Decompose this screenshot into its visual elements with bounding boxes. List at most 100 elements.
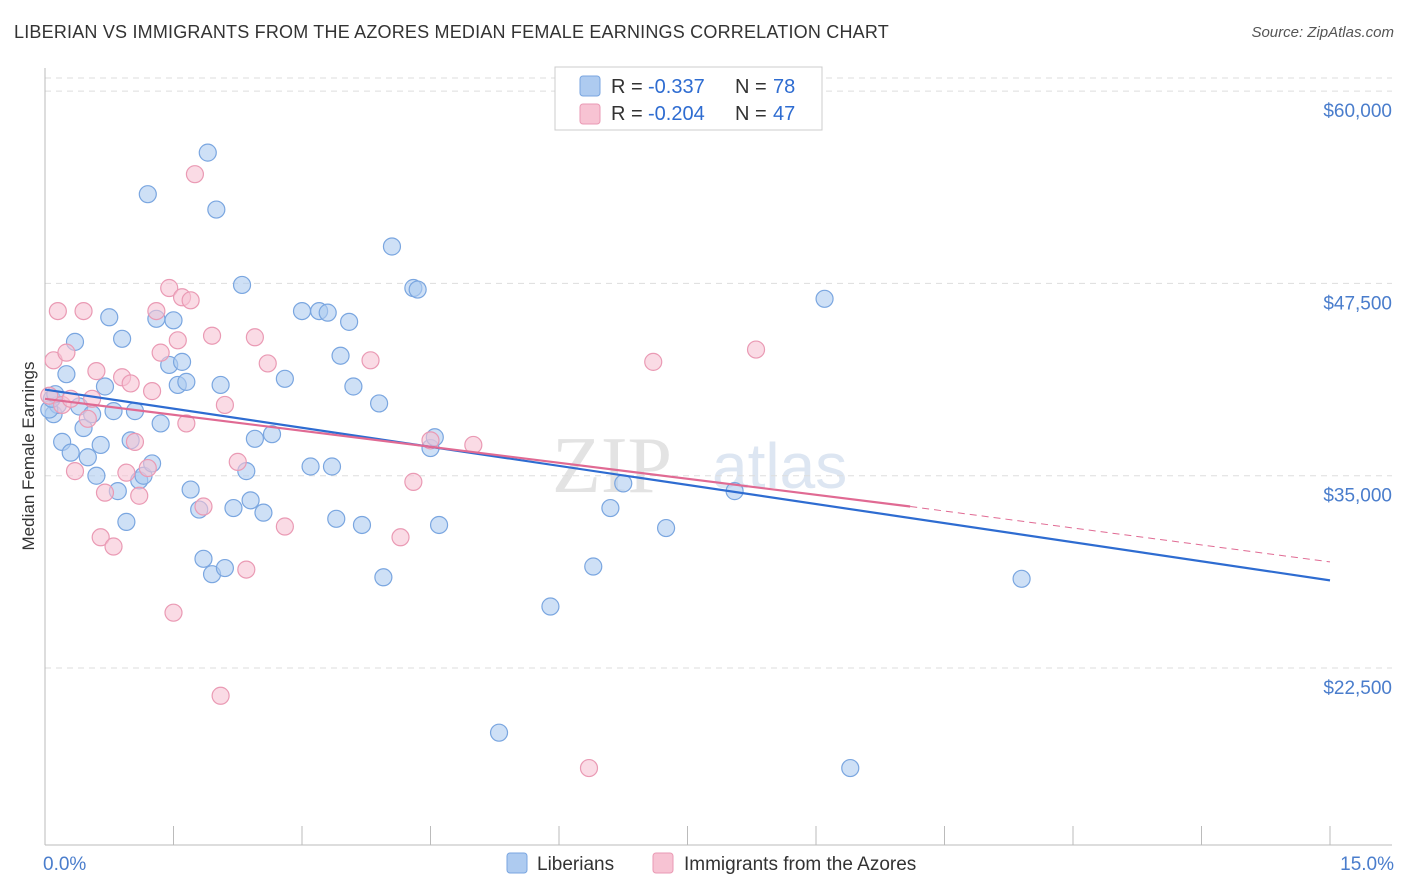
- azores-point-44: [746, 340, 766, 359]
- azores-point-45: [142, 382, 162, 401]
- azores-point-31: [215, 395, 234, 415]
- y-tick-label-1: $47,500: [1323, 293, 1392, 314]
- bottom-legend-swatch-azores: [652, 852, 674, 874]
- liberian-point-59: [382, 237, 402, 256]
- azores-point-30: [211, 686, 230, 705]
- liberian-point-47: [292, 302, 312, 321]
- legend-n-value-1: 78: [773, 76, 795, 98]
- azores-point-22: [164, 603, 183, 622]
- legend-n-value-2: 47: [773, 103, 795, 125]
- trend-line-liberians: [44, 388, 1331, 582]
- azores-point-39: [404, 472, 423, 491]
- liberian-point-16: [112, 329, 132, 348]
- liberian-point-33: [194, 549, 213, 568]
- liberian-point-12: [95, 377, 115, 396]
- liberian-point-34: [198, 143, 217, 162]
- liberian-point-8: [78, 448, 97, 467]
- liberian-point-43: [245, 429, 264, 448]
- liberian-point-68: [601, 498, 620, 518]
- gridlines: [45, 77, 1392, 669]
- bottom-legend-swatch-liberians: [506, 852, 528, 874]
- liberian-point-73: [841, 758, 860, 778]
- watermark: ZIP atlas: [552, 422, 847, 510]
- liberian-point-58: [374, 568, 393, 587]
- liberian-point-56: [352, 515, 372, 535]
- azores-point-19: [147, 302, 166, 321]
- azores-point-35: [258, 354, 277, 373]
- liberian-point-39: [224, 498, 243, 518]
- liberian-point-14: [104, 402, 123, 421]
- legend-r-label-2: R =: [611, 103, 643, 125]
- legend-n-label-2: N =: [735, 103, 767, 125]
- legend-r-value-1: -0.337: [648, 76, 705, 98]
- liberian-point-37: [211, 375, 230, 395]
- azores-point-10: [91, 528, 110, 547]
- azores-point-26: [181, 291, 200, 310]
- x-tick-label-0: 0.0%: [43, 854, 86, 875]
- azores-point-7: [74, 302, 93, 321]
- liberian-point-74: [1012, 569, 1031, 588]
- x-tick-label-1: 15.0%: [1340, 854, 1394, 875]
- azores-point-37: [361, 351, 380, 370]
- azores-point-36: [275, 517, 294, 536]
- azores-point-17: [130, 486, 149, 505]
- azores-point-11: [95, 483, 115, 502]
- axes: [44, 68, 1392, 846]
- azores-point-40: [421, 431, 440, 450]
- azores-point-9: [87, 362, 106, 381]
- azores-point-27: [185, 165, 205, 184]
- top-legend: R = -0.337 N = 78 R = -0.204 N = 47: [554, 66, 823, 131]
- liberian-point-13: [100, 308, 119, 327]
- azores-point-2: [48, 302, 67, 321]
- liberian-point-31: [181, 480, 200, 499]
- liberian-point-36: [207, 200, 226, 219]
- trend-line-azores: [44, 397, 911, 508]
- liberian-point-64: [429, 515, 449, 535]
- liberian-point-67: [584, 557, 603, 576]
- azores-point-4: [57, 343, 76, 362]
- liberian-point-44: [254, 503, 273, 522]
- azores-point-43: [644, 352, 663, 371]
- liberian-point-11: [91, 435, 110, 455]
- azores-point-20: [151, 343, 170, 362]
- azores-point-28: [194, 497, 213, 516]
- liberian-point-30: [177, 372, 196, 391]
- bottom-legend-azores: Immigrants from the Azores: [684, 854, 916, 875]
- bottom-legend-liberians: Liberians: [537, 854, 614, 875]
- liberian-point-65: [489, 723, 509, 742]
- x-tick-labels: 0.0% 15.0%: [43, 854, 1394, 875]
- azores-point-6: [65, 462, 85, 481]
- series-azores: [40, 165, 766, 778]
- liberian-point-29: [172, 352, 192, 371]
- liberian-point-50: [318, 303, 337, 322]
- liberian-point-72: [815, 289, 834, 308]
- legend-swatch-azores: [579, 103, 601, 125]
- chart-title: LIBERIAN VS IMMIGRANTS FROM THE AZORES M…: [14, 22, 889, 42]
- azores-point-32: [228, 452, 247, 471]
- liberian-point-42: [241, 491, 260, 510]
- liberian-point-54: [340, 312, 359, 331]
- y-tick-label-0: $60,000: [1323, 101, 1392, 122]
- legend-n-label-1: N =: [735, 76, 767, 98]
- azores-point-23: [168, 331, 187, 350]
- liberian-point-52: [327, 509, 346, 528]
- azores-point-38: [391, 528, 410, 547]
- liberian-point-10: [87, 466, 106, 485]
- liberian-point-40: [232, 275, 252, 295]
- azores-point-42: [579, 758, 599, 778]
- liberian-point-4: [61, 443, 80, 462]
- liberian-point-66: [541, 597, 560, 616]
- azores-point-46: [78, 409, 97, 428]
- bottom-legend: Liberians Immigrants from the Azores: [506, 852, 916, 875]
- azores-point-12: [104, 537, 123, 556]
- y-axis-label: Median Female Earnings: [19, 362, 38, 551]
- legend-r-value-2: -0.204: [648, 103, 705, 125]
- liberian-point-25: [151, 414, 170, 433]
- liberian-point-46: [275, 369, 294, 388]
- liberian-point-53: [331, 346, 350, 365]
- y-tick-label-2: $35,000: [1323, 486, 1392, 507]
- liberian-point-61: [408, 280, 427, 299]
- data-points: [40, 143, 1031, 778]
- liberian-point-27: [164, 311, 183, 330]
